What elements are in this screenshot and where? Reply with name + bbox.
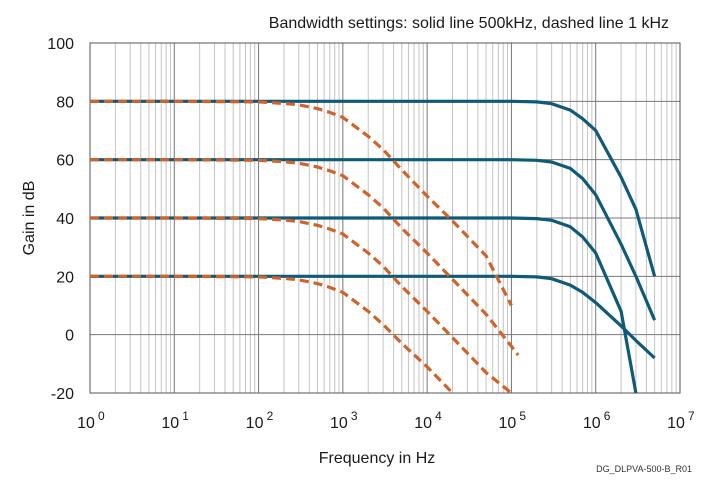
x-tick-label: 10 <box>667 415 685 432</box>
x-tick-exponent: 7 <box>688 409 695 423</box>
x-axis-label: Frequency in Hz <box>319 450 436 467</box>
x-tick-label: 10 <box>246 415 264 432</box>
series-line-dashed <box>90 274 454 395</box>
y-tick-label: 60 <box>56 153 74 170</box>
y-tick-label: 100 <box>47 36 74 53</box>
x-tick-exponent: 2 <box>267 409 274 423</box>
x-tick-label: 10 <box>330 415 348 432</box>
x-tick-exponent: 6 <box>604 409 611 423</box>
x-tick-label: 10 <box>499 415 517 432</box>
series-line-dashed <box>90 158 520 357</box>
x-tick-label: 10 <box>583 415 601 432</box>
x-tick-label: 10 <box>414 415 432 432</box>
x-tick-exponent: 0 <box>98 409 105 423</box>
series-group <box>90 99 657 395</box>
figure-id: DG_DLPVA-500-B_R01 <box>596 464 692 474</box>
x-tick-exponent: 3 <box>351 409 358 423</box>
y-axis-label: Gain in dB <box>21 181 38 256</box>
series-line-dashed <box>90 99 513 307</box>
x-tick-exponent: 4 <box>435 409 442 423</box>
y-tick-label: -20 <box>51 386 74 403</box>
y-tick-label: 40 <box>56 211 74 228</box>
x-tick-label: 10 <box>77 415 95 432</box>
y-tick-label: 80 <box>56 94 74 111</box>
x-tick-label: 10 <box>161 415 179 432</box>
series-line-dashed <box>90 216 513 395</box>
y-tick-label: 0 <box>65 328 74 345</box>
y-tick-label: 20 <box>56 269 74 286</box>
x-tick-exponent: 1 <box>182 409 189 423</box>
x-tick-exponent: 5 <box>519 409 526 423</box>
chart-title: Bandwidth settings: solid line 500kHz, d… <box>269 15 669 32</box>
